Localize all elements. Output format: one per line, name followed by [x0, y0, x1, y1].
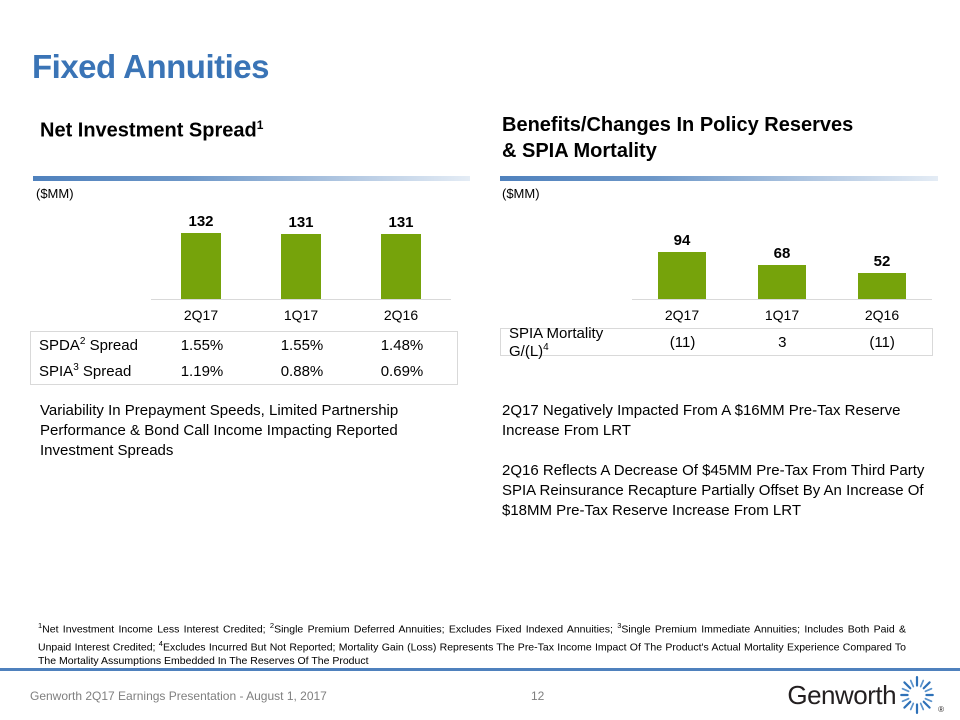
table-row: SPIA3 Spread 1.19% 0.88% 0.69%: [31, 358, 457, 384]
cell-1q17: 0.88%: [280, 362, 324, 380]
bar-column: 94: [632, 232, 732, 299]
left-panel-heading: Net Investment Spread1: [40, 112, 263, 144]
bar-value-label: 94: [673, 232, 691, 249]
right-panel-heading-line2: & SPIA Mortality: [502, 140, 657, 162]
chart-plot-area: 132 131 131: [151, 204, 451, 300]
right-commentary-2: 2Q16 Reflects A Decrease Of $45MM Pre-Ta…: [502, 462, 925, 519]
cell-1q17: 1.55%: [280, 336, 324, 354]
registered-trademark: ®: [938, 705, 944, 714]
page-title: Fixed Annuities: [32, 48, 269, 85]
genworth-starburst-icon: [900, 676, 934, 714]
bar-value-label: 131: [388, 213, 414, 231]
bar: [181, 233, 221, 299]
spia-mortality-table: SPIA Mortality G/(L)4 (11) 3 (11): [500, 325, 933, 360]
policy-reserves-chart: 94 68 52 2Q17 1Q17 2Q16: [632, 204, 932, 323]
bar-column: 131: [351, 213, 451, 299]
cell-2q17: 1.55%: [180, 336, 224, 354]
table-row: SPIA Mortality G/(L)4 (11) 3 (11): [501, 325, 932, 360]
cell-1q17: 3: [778, 333, 787, 351]
bar-value-label: 52: [873, 253, 891, 270]
bar: [858, 273, 906, 299]
right-commentary-1: 2Q17 Negatively Impacted From A $16MM Pr…: [502, 402, 901, 439]
table-row: SPDA2 Spread 1.55% 1.55% 1.48%: [31, 332, 457, 358]
bar-column: 52: [832, 253, 932, 299]
footer-presentation-label: Genworth 2Q17 Earnings Presentation - Au…: [30, 689, 327, 703]
spread-table: SPDA2 Spread 1.55% 1.55% 1.48% SPIA3 Spr…: [30, 331, 458, 385]
x-axis-label: 1Q17: [764, 307, 800, 323]
net-investment-spread-chart: 132 131 131 2Q17 1Q17 2Q16: [151, 204, 451, 323]
bar: [281, 233, 321, 299]
cell-2q16: 1.48%: [380, 336, 424, 354]
left-divider-bar: [33, 176, 470, 181]
right-divider-bar: [500, 176, 938, 181]
right-unit-label: ($MM): [502, 186, 540, 201]
bar: [381, 233, 421, 299]
cell-2q16: 0.69%: [380, 362, 424, 380]
bar-column: 132: [151, 213, 251, 299]
chart-plot-area: 94 68 52: [632, 204, 932, 300]
left-commentary: Variability In Prepayment Speeds, Limite…: [40, 402, 399, 459]
footnote: 1Net Investment Income Less Interest Cre…: [38, 621, 906, 667]
left-panel-heading-text: Net Investment Spread: [40, 119, 257, 142]
x-axis-label: 2Q17: [183, 307, 219, 323]
row-label: SPIA3 Spread: [39, 362, 132, 380]
bar: [658, 252, 706, 299]
genworth-logo: Genworth ®: [787, 674, 944, 716]
x-axis-label: 2Q17: [664, 307, 700, 323]
chart-x-axis: 2Q17 1Q17 2Q16: [151, 300, 451, 323]
x-axis-label: 1Q17: [283, 307, 319, 323]
x-axis-label: 2Q16: [383, 307, 419, 323]
right-panel-heading-line1: Benefits/Changes In Policy Reserves: [502, 114, 854, 136]
footer-divider-line: [0, 668, 960, 671]
x-axis-label: 2Q16: [864, 307, 900, 323]
genworth-logo-text: Genworth: [787, 679, 897, 710]
cell-2q16: (11): [869, 333, 895, 351]
bar-column: 68: [732, 245, 832, 299]
left-unit-label: ($MM): [36, 186, 74, 201]
bar-value-label: 68: [773, 245, 791, 262]
bar: [758, 265, 806, 299]
right-panel-heading: Benefits/Changes In Policy Reserves & SP…: [502, 112, 938, 164]
cell-2q17: (11): [669, 333, 696, 351]
page-number: 12: [531, 689, 545, 703]
row-label: SPDA2 Spread: [39, 336, 138, 354]
row-label: SPIA Mortality G/(L)4: [509, 324, 604, 360]
bar-value-label: 131: [288, 213, 314, 231]
chart-x-axis: 2Q17 1Q17 2Q16: [632, 300, 932, 323]
left-panel-heading-footnote-ref: 1: [256, 118, 264, 132]
bar-column: 131: [251, 213, 351, 299]
cell-2q17: 1.19%: [180, 362, 224, 380]
bar-value-label: 132: [188, 213, 214, 230]
